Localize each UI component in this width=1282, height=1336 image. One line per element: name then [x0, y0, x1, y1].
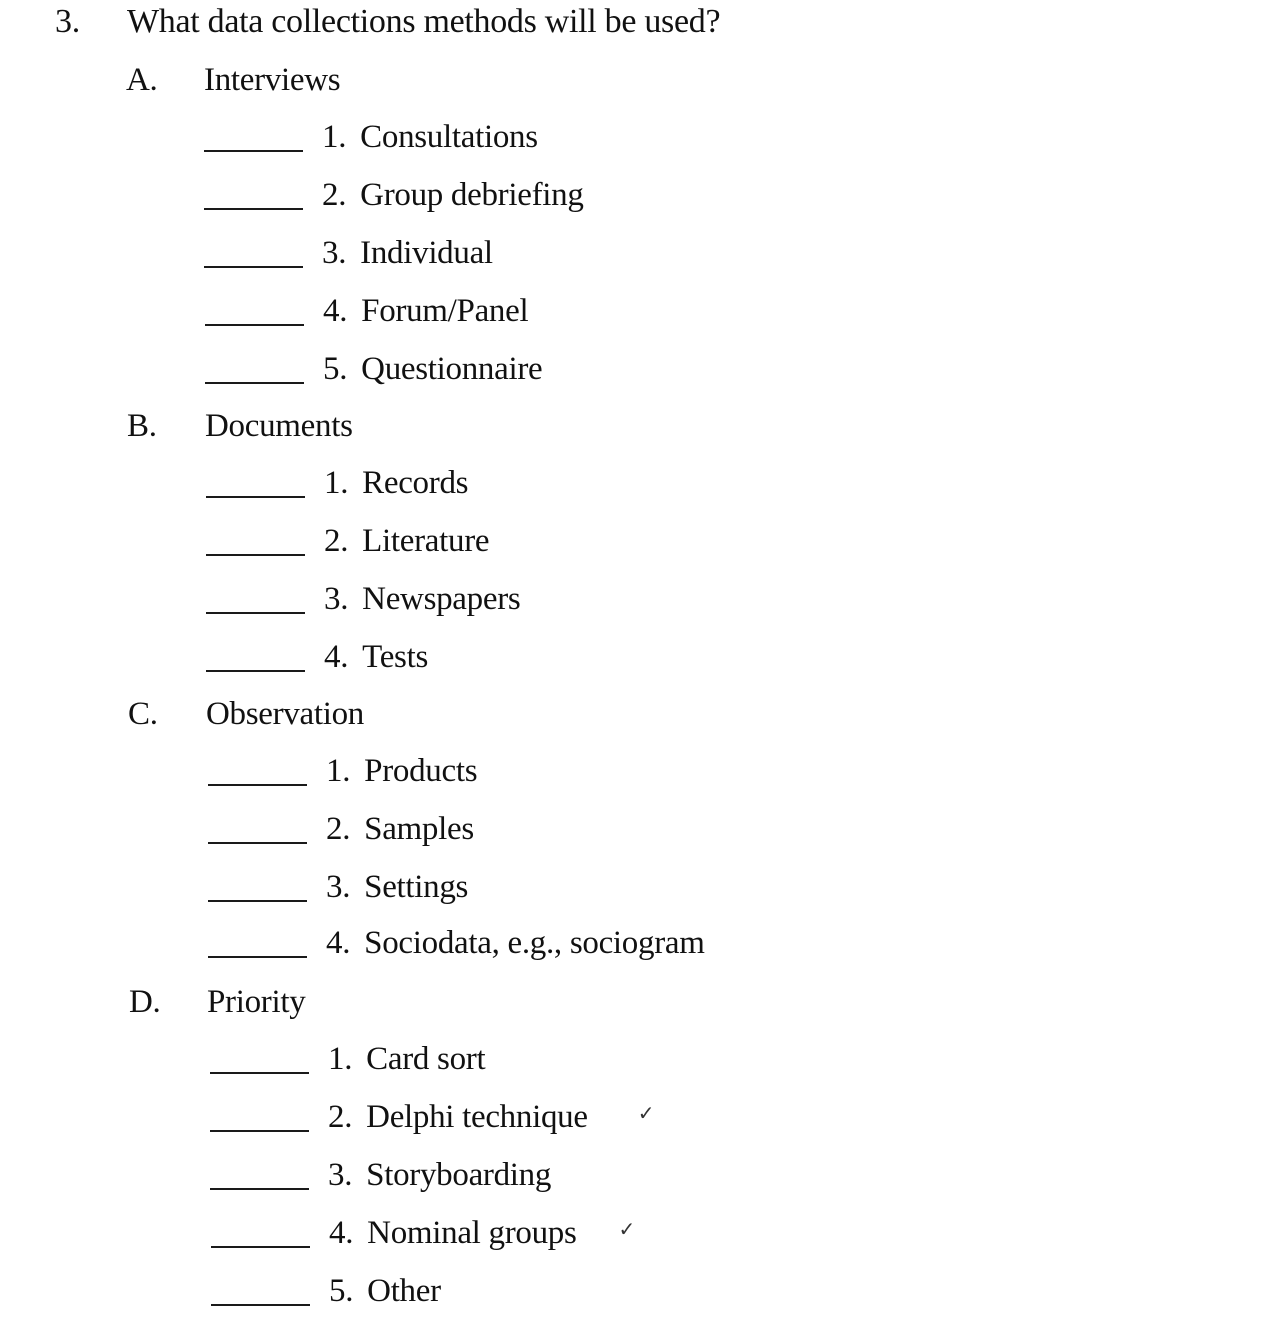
item-label: Sociodata, e.g., sociogram [364, 924, 705, 961]
section-b-heading: B. Documents [127, 404, 353, 448]
list-item: 3. Settings [208, 865, 468, 909]
section-letter: B. [127, 407, 157, 444]
list-item: 1. Records [206, 461, 469, 505]
section-title: Priority [207, 983, 306, 1020]
item-label: Delphi technique [366, 1098, 588, 1135]
item-label: Records [362, 464, 469, 501]
item-number: 1. [328, 1040, 353, 1077]
list-item: 4. Nominal groups ✓ [211, 1211, 635, 1255]
item-label: Literature [362, 522, 490, 559]
answer-blank[interactable] [206, 554, 305, 556]
item-number: 4. [329, 1214, 354, 1251]
question-heading: 3. What data collections methods will be… [55, 0, 721, 44]
item-label: Individual [360, 234, 493, 271]
item-label: Other [367, 1272, 441, 1309]
list-item: 5. Other [211, 1269, 441, 1313]
item-number: 2. [322, 176, 347, 213]
item-number: 2. [324, 522, 349, 559]
answer-blank[interactable] [210, 1072, 309, 1074]
item-label: Nominal groups [367, 1214, 577, 1251]
item-label: Settings [364, 868, 469, 905]
item-number: 1. [322, 118, 347, 155]
answer-blank[interactable] [208, 784, 307, 786]
answer-blank[interactable] [205, 324, 304, 326]
item-number: 5. [323, 350, 348, 387]
list-item: 3. Storyboarding [210, 1153, 551, 1197]
list-item: 4. Forum/Panel [205, 289, 529, 333]
item-label: Tests [362, 638, 429, 675]
handwritten-check-mark: ✓ [618, 1217, 636, 1241]
section-c-heading: C. Observation [128, 692, 364, 736]
section-letter: D. [129, 983, 161, 1020]
list-item: 3. Newspapers [206, 577, 521, 621]
list-item: 1. Consultations [204, 115, 538, 159]
answer-blank[interactable] [208, 956, 307, 958]
answer-blank[interactable] [204, 266, 303, 268]
list-item: 1. Card sort [210, 1037, 486, 1081]
list-item: 3. Individual [204, 231, 493, 275]
item-number: 3. [328, 1156, 353, 1193]
section-letter: A. [126, 61, 158, 98]
answer-blank[interactable] [211, 1246, 310, 1248]
list-item: 2. Literature [206, 519, 490, 563]
handwritten-check-mark: ✓ [637, 1101, 655, 1125]
item-label: Forum/Panel [361, 292, 529, 329]
question-text: What data collections methods will be us… [127, 3, 721, 40]
item-number: 3. [322, 234, 347, 271]
item-number: 3. [324, 580, 349, 617]
list-item: 5. Questionnaire [205, 347, 543, 391]
section-title: Documents [205, 407, 353, 444]
item-number: 4. [323, 292, 348, 329]
item-label: Group debriefing [360, 176, 584, 213]
section-title: Observation [206, 695, 364, 732]
list-item: 2. Delphi technique ✓ [210, 1095, 654, 1139]
list-item: 1. Products [208, 749, 478, 793]
section-letter: C. [128, 695, 158, 732]
answer-blank[interactable] [205, 382, 304, 384]
item-label: Newspapers [362, 580, 521, 617]
list-item: 4. Sociodata, e.g., sociogram [208, 921, 705, 965]
item-label: Card sort [366, 1040, 486, 1077]
item-label: Consultations [360, 118, 538, 155]
item-label: Questionnaire [361, 350, 543, 387]
answer-blank[interactable] [210, 1188, 309, 1190]
answer-blank[interactable] [210, 1130, 309, 1132]
list-item: 4. Tests [206, 635, 428, 679]
item-number: 4. [324, 638, 349, 675]
item-label: Products [364, 752, 478, 789]
list-item: 2. Samples [208, 807, 474, 851]
section-a-heading: A. Interviews [126, 58, 341, 102]
section-title: Interviews [204, 61, 341, 98]
item-label: Samples [364, 810, 474, 847]
item-number: 5. [329, 1272, 354, 1309]
item-number: 3. [326, 868, 351, 905]
section-d-heading: D. Priority [129, 980, 306, 1024]
item-number: 1. [326, 752, 351, 789]
answer-blank[interactable] [208, 900, 307, 902]
list-item: 2. Group debriefing [204, 173, 584, 217]
answer-blank[interactable] [204, 208, 303, 210]
item-number: 1. [324, 464, 349, 501]
answer-blank[interactable] [208, 842, 307, 844]
question-number: 3. [55, 3, 80, 40]
item-number: 2. [328, 1098, 353, 1135]
item-label: Storyboarding [366, 1156, 552, 1193]
item-number: 2. [326, 810, 351, 847]
answer-blank[interactable] [206, 670, 305, 672]
answer-blank[interactable] [206, 496, 305, 498]
item-number: 4. [326, 924, 351, 961]
answer-blank[interactable] [204, 150, 303, 152]
answer-blank[interactable] [206, 612, 305, 614]
answer-blank[interactable] [211, 1304, 310, 1306]
